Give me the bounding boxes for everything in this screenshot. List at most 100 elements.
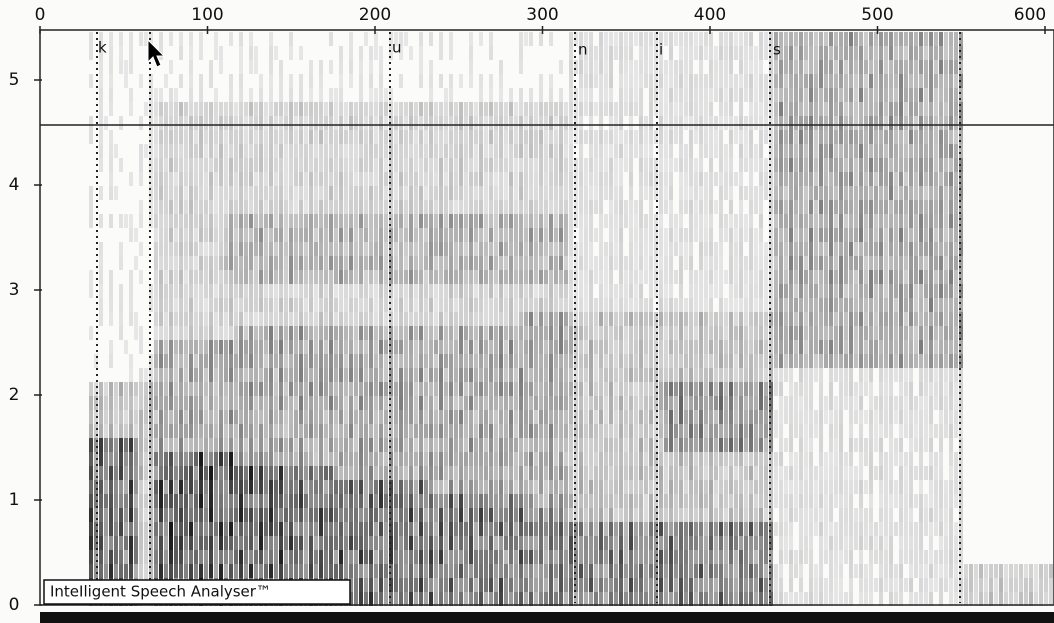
striation	[114, 480, 118, 494]
striation	[339, 564, 343, 578]
striation	[89, 536, 93, 550]
striation	[744, 116, 748, 130]
striation	[169, 60, 173, 74]
striation	[309, 88, 313, 102]
striation	[329, 312, 333, 326]
striation	[384, 340, 388, 354]
striation	[219, 340, 223, 354]
striation	[224, 144, 228, 158]
striation	[579, 494, 583, 508]
striation	[294, 102, 298, 116]
striation	[204, 466, 208, 480]
striation	[399, 522, 403, 536]
striation	[744, 508, 748, 522]
striation	[619, 116, 623, 130]
striation	[634, 494, 638, 508]
striation	[269, 144, 273, 158]
striation	[234, 116, 238, 130]
striation	[679, 284, 683, 298]
striation	[214, 172, 218, 186]
striation	[244, 340, 248, 354]
striation	[239, 270, 243, 284]
striation	[384, 354, 388, 368]
striation	[684, 116, 688, 130]
striation	[469, 270, 473, 284]
striation	[739, 410, 743, 424]
striation	[304, 242, 308, 256]
striation	[734, 466, 738, 480]
striation	[249, 312, 253, 326]
striation	[664, 144, 668, 158]
striation	[564, 382, 568, 396]
striation	[369, 424, 373, 438]
striation	[219, 46, 223, 60]
striation	[544, 130, 548, 144]
striation	[174, 186, 178, 200]
striation	[214, 466, 218, 480]
striation	[589, 214, 593, 228]
striation	[334, 214, 338, 228]
striation	[339, 60, 343, 74]
striation	[404, 242, 408, 256]
striation	[284, 116, 288, 130]
striation	[524, 340, 528, 354]
striation	[109, 214, 113, 228]
striation	[734, 452, 738, 466]
striation	[294, 186, 298, 200]
striation	[429, 32, 433, 46]
striation	[314, 480, 318, 494]
striation	[174, 298, 178, 312]
striation	[89, 480, 93, 494]
striation	[114, 452, 118, 466]
striation	[514, 410, 518, 424]
striation	[759, 158, 763, 172]
striation	[324, 340, 328, 354]
striation	[724, 396, 728, 410]
striation	[699, 172, 703, 186]
striation	[579, 172, 583, 186]
striation	[699, 228, 703, 242]
striation	[479, 200, 483, 214]
striation	[594, 172, 598, 186]
striation	[554, 130, 558, 144]
striation	[109, 172, 113, 186]
striation	[349, 228, 353, 242]
striation	[239, 312, 243, 326]
striation	[359, 326, 363, 340]
striation	[609, 438, 613, 452]
striation	[649, 592, 653, 606]
striation	[634, 228, 638, 242]
striation	[464, 256, 468, 270]
striation	[494, 326, 498, 340]
striation	[629, 284, 633, 298]
striation	[469, 592, 473, 606]
striation	[544, 508, 548, 522]
striation	[269, 32, 273, 46]
striation	[624, 494, 628, 508]
striation	[504, 480, 508, 494]
striation	[414, 284, 418, 298]
striation	[644, 438, 648, 452]
striation	[479, 536, 483, 550]
striation	[284, 550, 288, 564]
striation	[729, 396, 733, 410]
striation	[754, 536, 758, 550]
striation	[409, 424, 413, 438]
striation	[309, 396, 313, 410]
striation	[569, 438, 573, 452]
striation	[489, 88, 493, 102]
striation	[434, 116, 438, 130]
striation	[584, 340, 588, 354]
striation	[369, 60, 373, 74]
striation	[659, 186, 663, 200]
striation	[234, 200, 238, 214]
striation	[579, 312, 583, 326]
striation	[664, 578, 668, 592]
striation	[154, 256, 158, 270]
striation	[674, 494, 678, 508]
striation	[104, 480, 108, 494]
striation	[649, 88, 653, 102]
striation	[724, 102, 728, 116]
striation	[314, 410, 318, 424]
striation	[619, 158, 623, 172]
